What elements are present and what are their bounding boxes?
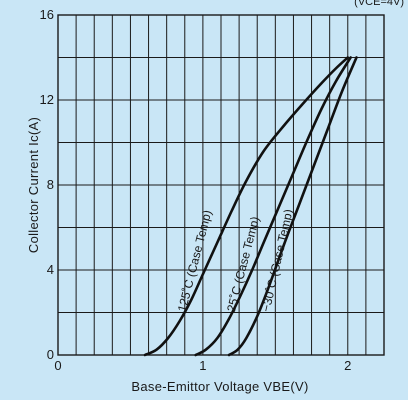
y-tick-label: 16 (40, 7, 54, 22)
x-axis-title: Base-Emittor Voltage VBE(V) (131, 379, 308, 394)
series-line-0 (143, 56, 350, 357)
curves: 125˚C (Case Temp) 25˚C (Case Temp)−30˚C (… (143, 56, 358, 357)
y-tick-label: 0 (47, 347, 54, 362)
x-tick-label: 2 (344, 358, 351, 373)
grid (57, 14, 385, 356)
plot-frame (57, 14, 385, 356)
series-label-2: −30˚C (Case Temp) (259, 208, 296, 313)
y-axis-title: Collector Current Ic(A) (26, 117, 41, 253)
y-tick-label: 12 (40, 92, 54, 107)
y-tick-label: 8 (47, 177, 54, 192)
test-condition-note: (VCE=4V) (354, 0, 404, 8)
x-tick-label: 1 (199, 358, 206, 373)
series-line-2 (227, 56, 358, 357)
x-tick-label: 0 (54, 358, 61, 373)
y-tick-label: 4 (47, 262, 54, 277)
series-line-1 (194, 56, 352, 357)
series-label-1: 25˚C (Case Temp) (224, 215, 262, 313)
